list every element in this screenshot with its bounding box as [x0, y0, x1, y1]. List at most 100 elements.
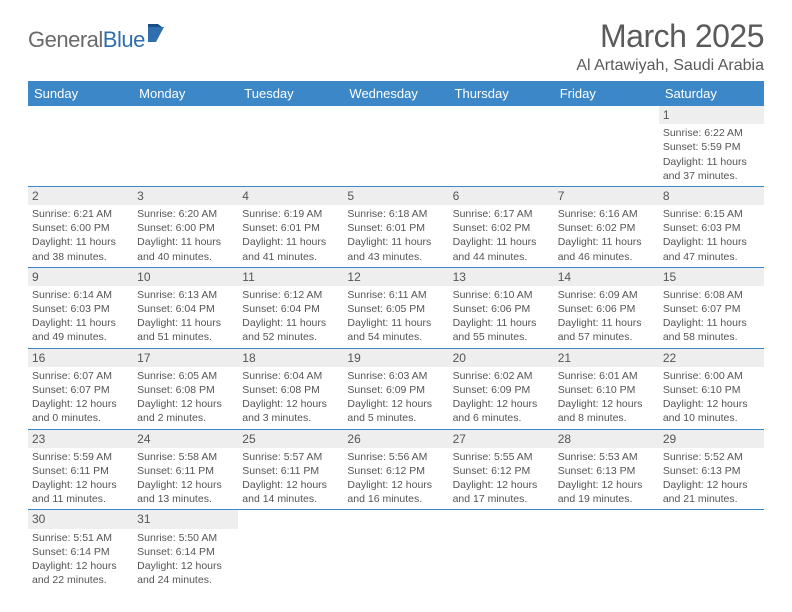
day-info-line: Sunrise: 6:22 AM — [663, 126, 760, 140]
day-number: 10 — [133, 268, 238, 286]
day-number: 1 — [659, 106, 764, 124]
calendar-week-row: 2Sunrise: 6:21 AMSunset: 6:00 PMDaylight… — [28, 186, 764, 267]
calendar-day-cell: 21Sunrise: 6:01 AMSunset: 6:10 PMDayligh… — [554, 348, 659, 429]
day-number: 9 — [28, 268, 133, 286]
day-info-line: Daylight: 11 hours — [32, 235, 129, 249]
day-info-line: Daylight: 11 hours — [137, 235, 234, 249]
day-info-line: Sunrise: 6:18 AM — [347, 207, 444, 221]
day-info-line: Sunrise: 6:04 AM — [242, 369, 339, 383]
day-info-line: Sunset: 6:07 PM — [32, 383, 129, 397]
day-info-line: Daylight: 12 hours — [137, 559, 234, 573]
calendar-day-cell: 5Sunrise: 6:18 AMSunset: 6:01 PMDaylight… — [343, 186, 448, 267]
day-info-line: Sunrise: 6:19 AM — [242, 207, 339, 221]
header: GeneralBlue March 2025 Al Artawiyah, Sau… — [28, 18, 764, 75]
day-info-line: and 22 minutes. — [32, 573, 129, 587]
day-info-line: and 44 minutes. — [453, 250, 550, 264]
weekday-header: Sunday — [28, 81, 133, 106]
day-info-line: Sunset: 6:02 PM — [453, 221, 550, 235]
calendar-day-cell: 31Sunrise: 5:50 AMSunset: 6:14 PMDayligh… — [133, 510, 238, 590]
day-info-line: Sunset: 6:01 PM — [347, 221, 444, 235]
calendar-day-cell: 22Sunrise: 6:00 AMSunset: 6:10 PMDayligh… — [659, 348, 764, 429]
day-info-line: and 0 minutes. — [32, 411, 129, 425]
title-block: March 2025 Al Artawiyah, Saudi Arabia — [576, 18, 764, 75]
day-info-line: Sunrise: 6:12 AM — [242, 288, 339, 302]
day-info-line: Sunset: 6:00 PM — [32, 221, 129, 235]
day-info-line: Sunset: 6:04 PM — [137, 302, 234, 316]
day-number: 5 — [343, 187, 448, 205]
day-info-line: and 13 minutes. — [137, 492, 234, 506]
day-number: 29 — [659, 430, 764, 448]
calendar-day-cell: 2Sunrise: 6:21 AMSunset: 6:00 PMDaylight… — [28, 186, 133, 267]
flag-icon — [148, 24, 170, 47]
day-info-line: Daylight: 11 hours — [242, 235, 339, 249]
day-number: 2 — [28, 187, 133, 205]
day-number: 25 — [238, 430, 343, 448]
day-info-line: Sunset: 6:05 PM — [347, 302, 444, 316]
day-info-line: Sunset: 6:11 PM — [32, 464, 129, 478]
day-info-line: Sunrise: 5:52 AM — [663, 450, 760, 464]
day-number: 23 — [28, 430, 133, 448]
day-info-line: Daylight: 11 hours — [558, 316, 655, 330]
day-info-line: and 24 minutes. — [137, 573, 234, 587]
location: Al Artawiyah, Saudi Arabia — [576, 57, 764, 75]
day-info-line: Sunrise: 6:07 AM — [32, 369, 129, 383]
day-info-line: and 55 minutes. — [453, 330, 550, 344]
day-info-line: Daylight: 12 hours — [558, 397, 655, 411]
day-number: 31 — [133, 510, 238, 528]
calendar-day-cell: 18Sunrise: 6:04 AMSunset: 6:08 PMDayligh… — [238, 348, 343, 429]
calendar-week-row: 23Sunrise: 5:59 AMSunset: 6:11 PMDayligh… — [28, 429, 764, 510]
day-info-line: Daylight: 12 hours — [453, 478, 550, 492]
day-number: 7 — [554, 187, 659, 205]
day-info-line: and 2 minutes. — [137, 411, 234, 425]
day-info-line: and 6 minutes. — [453, 411, 550, 425]
day-info-line: Sunset: 6:13 PM — [663, 464, 760, 478]
day-info-line: Daylight: 12 hours — [32, 559, 129, 573]
calendar-empty-cell — [28, 106, 133, 186]
day-info-line: Daylight: 11 hours — [558, 235, 655, 249]
day-info-line: Sunrise: 5:53 AM — [558, 450, 655, 464]
day-number: 30 — [28, 510, 133, 528]
day-info-line: Sunset: 6:02 PM — [558, 221, 655, 235]
calendar-empty-cell — [238, 106, 343, 186]
day-number: 14 — [554, 268, 659, 286]
day-info-line: Daylight: 11 hours — [347, 316, 444, 330]
day-info-line: Sunset: 6:14 PM — [32, 545, 129, 559]
day-number: 18 — [238, 349, 343, 367]
day-info-line: Sunrise: 6:13 AM — [137, 288, 234, 302]
day-info-line: and 49 minutes. — [32, 330, 129, 344]
calendar-day-cell: 1Sunrise: 6:22 AMSunset: 5:59 PMDaylight… — [659, 106, 764, 186]
day-number: 4 — [238, 187, 343, 205]
day-info-line: Sunrise: 5:51 AM — [32, 531, 129, 545]
day-info-line: Sunset: 6:13 PM — [558, 464, 655, 478]
month-title: March 2025 — [576, 18, 764, 55]
calendar-empty-cell — [449, 106, 554, 186]
day-info-line: and 57 minutes. — [558, 330, 655, 344]
calendar-table: SundayMondayTuesdayWednesdayThursdayFrid… — [28, 81, 764, 590]
day-info-line: Daylight: 12 hours — [242, 397, 339, 411]
calendar-empty-cell — [133, 106, 238, 186]
day-info-line: Sunset: 6:08 PM — [137, 383, 234, 397]
day-info-line: Daylight: 11 hours — [453, 316, 550, 330]
calendar-day-cell: 11Sunrise: 6:12 AMSunset: 6:04 PMDayligh… — [238, 267, 343, 348]
calendar-day-cell: 12Sunrise: 6:11 AMSunset: 6:05 PMDayligh… — [343, 267, 448, 348]
day-info-line: Sunset: 6:00 PM — [137, 221, 234, 235]
day-info-line: Sunrise: 6:09 AM — [558, 288, 655, 302]
day-info-line: Sunrise: 5:58 AM — [137, 450, 234, 464]
calendar-day-cell: 19Sunrise: 6:03 AMSunset: 6:09 PMDayligh… — [343, 348, 448, 429]
weekday-header: Saturday — [659, 81, 764, 106]
day-number: 12 — [343, 268, 448, 286]
day-info-line: and 40 minutes. — [137, 250, 234, 264]
calendar-week-row: 30Sunrise: 5:51 AMSunset: 6:14 PMDayligh… — [28, 510, 764, 590]
day-info-line: Sunset: 6:11 PM — [137, 464, 234, 478]
calendar-week-row: 9Sunrise: 6:14 AMSunset: 6:03 PMDaylight… — [28, 267, 764, 348]
calendar-day-cell: 8Sunrise: 6:15 AMSunset: 6:03 PMDaylight… — [659, 186, 764, 267]
day-number: 15 — [659, 268, 764, 286]
day-info-line: Daylight: 12 hours — [32, 478, 129, 492]
day-info-line: Sunset: 6:09 PM — [453, 383, 550, 397]
calendar-day-cell: 3Sunrise: 6:20 AMSunset: 6:00 PMDaylight… — [133, 186, 238, 267]
day-info-line: Sunrise: 6:05 AM — [137, 369, 234, 383]
day-info-line: and 58 minutes. — [663, 330, 760, 344]
day-info-line: Sunset: 6:01 PM — [242, 221, 339, 235]
day-number: 3 — [133, 187, 238, 205]
day-info-line: Daylight: 11 hours — [242, 316, 339, 330]
